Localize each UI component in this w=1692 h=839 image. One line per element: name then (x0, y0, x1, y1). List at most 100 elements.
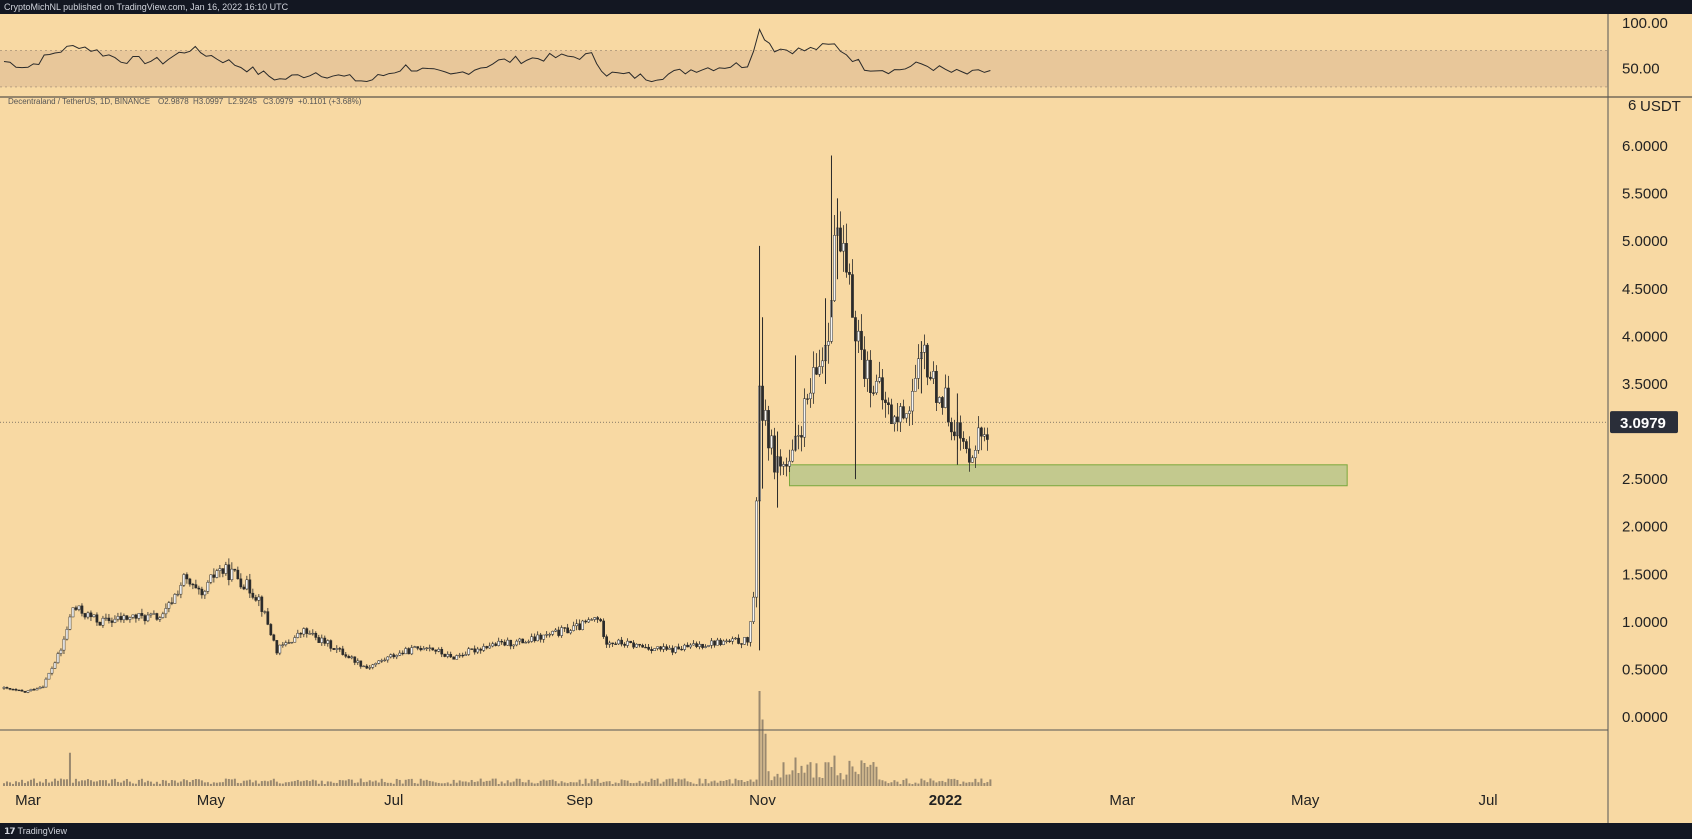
volume-bar (347, 779, 350, 786)
volume-bar (383, 782, 386, 786)
candle-body (176, 593, 180, 596)
volume-bar (533, 783, 536, 786)
candle-body (551, 630, 555, 635)
volume-bar (914, 782, 917, 786)
volume-bar (692, 783, 695, 786)
candle-body (539, 634, 543, 640)
candle-body (269, 624, 273, 636)
volume-bar (707, 783, 710, 786)
candle-body (110, 620, 114, 623)
time-axis[interactable]: Mar May Jul Sep Nov 2022 Mar May Jul (15, 792, 1498, 809)
candle-body (557, 629, 561, 636)
publisher-header: CryptoMichNL published on TradingView.co… (0, 0, 1692, 14)
volume-bar (578, 779, 581, 786)
candle-body (359, 660, 363, 667)
candle-body (101, 617, 105, 626)
volume-bar (752, 781, 755, 786)
candle-body (446, 653, 450, 657)
price-tick-label: 3.5000 (1622, 376, 1668, 393)
candle-body (107, 617, 111, 622)
volume-bar (71, 782, 74, 786)
volume-bar (620, 779, 623, 786)
candle-body (929, 376, 932, 379)
candle-body (80, 605, 84, 614)
candle-body (662, 646, 665, 650)
candle-body (443, 653, 447, 657)
candle-body (323, 637, 327, 644)
volume-bar (965, 782, 968, 786)
price-axis[interactable]: 6 USDT 6.0000 5.5000 5.0000 4.5000 4.0000 3.5… (1622, 97, 1681, 726)
price-chart[interactable]: Decentraland / TetherUS, 1D, BINANCE O2.… (0, 14, 1692, 823)
volume-bar (290, 781, 293, 786)
volume-bar (209, 783, 212, 786)
candle-body (905, 413, 908, 419)
volume-bar (359, 778, 362, 786)
candle-body (155, 613, 159, 620)
time-tick-label: Sep (566, 792, 593, 809)
candle-body (344, 654, 348, 657)
candle-body (839, 227, 842, 252)
candle-body (845, 243, 848, 273)
volume-bar (89, 780, 92, 786)
volume-bar (194, 778, 197, 786)
price-tick-label: 1.5000 (1622, 566, 1668, 583)
candle-body (398, 652, 402, 656)
volume-bar (74, 778, 77, 786)
volume-bar (761, 719, 764, 786)
volume-bar (536, 783, 539, 786)
candle-body (704, 646, 707, 648)
volume-bar (749, 779, 752, 786)
candle-body (665, 646, 668, 650)
volume-bar (806, 764, 809, 786)
rsi-axis[interactable]: 100.00 50.00 (1622, 15, 1668, 78)
volume-bar (950, 779, 953, 786)
volume-bar (764, 733, 767, 786)
candle-body (254, 597, 258, 601)
price-tick-label: 5.0000 (1622, 233, 1668, 250)
candle-body (374, 663, 378, 666)
candle-body (68, 616, 72, 630)
candle-body (38, 686, 42, 690)
volume-bar (284, 782, 287, 786)
candle-body (389, 654, 393, 658)
volume-bar (554, 781, 557, 786)
volume-bar (419, 778, 422, 786)
candle-body (782, 464, 785, 467)
candle-body (218, 568, 222, 571)
candle-body (236, 569, 240, 580)
volume-bar (437, 782, 440, 786)
candle-body (98, 621, 102, 626)
candle-body (215, 570, 219, 578)
published-text: CryptoMichNL published on TradingView.co… (4, 2, 289, 12)
volume-bar (599, 782, 602, 786)
candle-body (257, 596, 261, 601)
scale-marker: 6 (1628, 97, 1636, 114)
candle-body (56, 653, 60, 664)
volume-bar (524, 782, 527, 786)
volume-bar (629, 783, 632, 786)
volume-bar (671, 778, 674, 786)
volume-bar (104, 780, 107, 786)
candle-body (938, 397, 941, 403)
candle-body (686, 644, 689, 648)
volume-bar (644, 781, 647, 786)
candle-body (116, 616, 120, 620)
volume-bar (818, 777, 821, 786)
volume-bar (239, 783, 242, 786)
volume-bar (476, 781, 479, 786)
price-tick-label: 2.5000 (1622, 471, 1668, 488)
candle-body (848, 272, 851, 275)
volume-bar (602, 781, 605, 786)
candle-body (461, 654, 465, 657)
volume-bar (779, 777, 782, 786)
candle-body (788, 460, 791, 467)
candle-body (221, 568, 225, 574)
candle-body (212, 574, 216, 578)
volume-bar (596, 778, 599, 786)
candle-body (944, 387, 947, 408)
volume-bar (413, 783, 416, 786)
volume-bar (695, 784, 698, 786)
candle-body (671, 647, 674, 653)
candle-body (812, 367, 815, 394)
candle-body (35, 688, 39, 691)
